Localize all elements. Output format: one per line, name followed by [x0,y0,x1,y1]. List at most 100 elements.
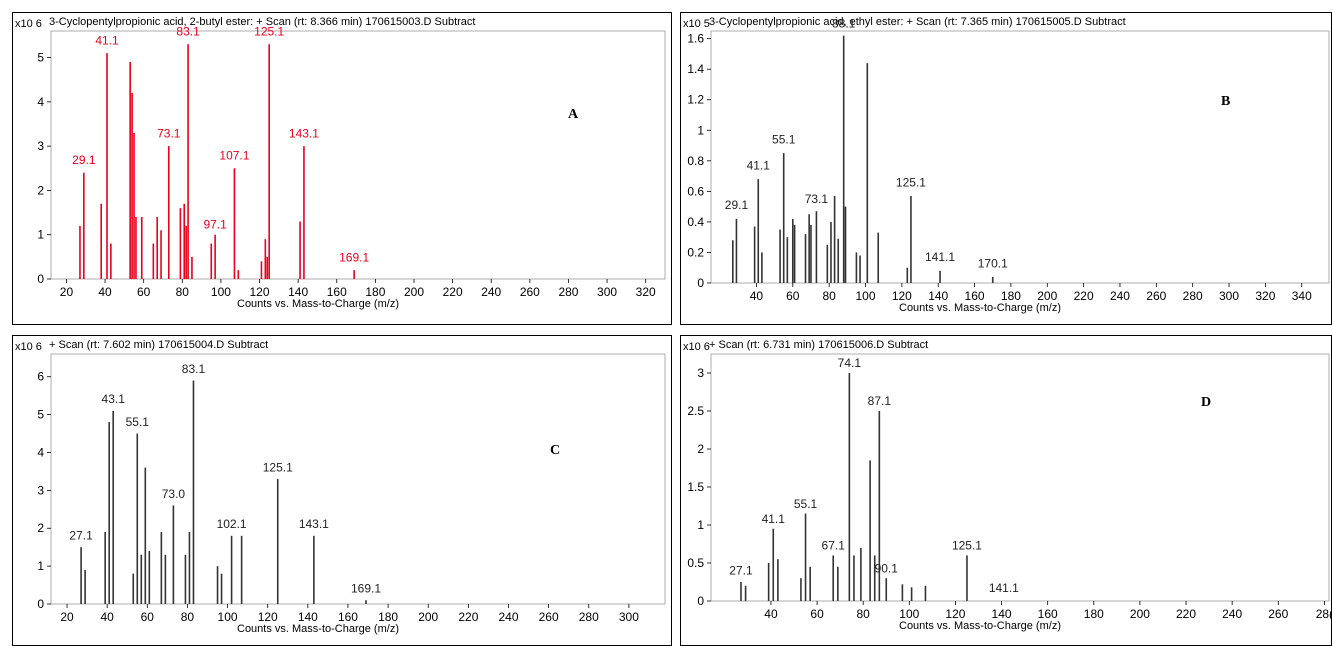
x-tick-label: 240 [498,610,518,624]
x-axis-label-b: Counts vs. Mass-to-Charge (m/z) [899,302,1061,314]
peak-label: 73.1 [805,192,829,206]
x-tick-label: 240 [1222,607,1242,621]
panel-letter-a: A [568,107,579,122]
x-tick-label: 300 [1219,289,1239,303]
x-tick-label: 80 [857,607,871,621]
mass-spectrum-chart-a: x10 6 3-Cyclopentylpropionic acid, 2-buty… [15,16,666,310]
y-tick-label: 1 [697,518,704,532]
x-tick-label: 280 [558,285,578,299]
panel-letter-c: C [550,443,560,458]
y-tick-label: 2 [37,521,44,535]
x-tick-label: 100 [899,607,919,621]
x-tick-label: 60 [810,607,824,621]
x-tick-label: 140 [288,285,308,299]
x-tick-label: 140 [298,610,318,624]
y-tick-label: 1.2 [687,93,704,107]
peak-label: 73.1 [157,127,181,141]
plot-frame-b [710,30,1330,284]
peak-label: 55.1 [794,497,818,511]
x-tick-label: 220 [1176,607,1196,621]
peak-label: 27.1 [729,564,753,578]
x-tick-label: 240 [481,285,501,299]
peak-label: 143.1 [299,517,329,531]
peak-label: 143.1 [289,127,319,141]
peak-label: 97.1 [203,217,227,231]
x-tick-label: 160 [338,610,358,624]
x-tick-label: 260 [520,285,540,299]
y-tick-label: 3 [37,139,44,153]
x-tick-label: 320 [1255,289,1275,303]
x-axis-label-c: Counts vs. Mass-to-Charge (m/z) [237,623,399,635]
x-tick-label: 220 [458,610,478,624]
x-tick-label: 200 [418,610,438,624]
chart-title-b: 3-Cyclopentylpropionic acid, ethyl ester… [709,16,1126,28]
peak-label: 125.1 [896,175,926,189]
y-tick-label: 0 [37,597,44,611]
y-tick-label: 2 [697,442,704,456]
panel-letter-d: D [1201,395,1211,410]
x-tick-label: 160 [965,289,985,303]
panel-letter-b: B [1221,94,1230,109]
x-tick-label: 40 [101,610,115,624]
y-tick-label: 4 [37,445,44,459]
mass-spectrum-chart-d: x10 6 + Scan (rt: 6.731 min) 170615006.D … [683,339,1331,632]
y-multiplier-b: x10 5 [683,18,710,30]
x-tick-label: 200 [404,285,424,299]
peak-label: 90.1 [875,561,899,575]
x-tick-label: 260 [1268,607,1288,621]
x-tick-label: 300 [619,610,639,624]
x-tick-label: 300 [597,285,617,299]
x-tick-label: 40 [764,607,778,621]
x-tick-label: 120 [258,610,278,624]
y-tick-label: 0.8 [687,154,704,168]
peak-label: 55.1 [772,133,796,147]
x-tick-label: 180 [365,285,385,299]
spectrum-panel-b: x10 5 3-Cyclopentylpropionic acid, ethyl … [680,12,1332,325]
y-tick-label: 1.5 [687,480,704,494]
peak-label: 41.1 [762,512,786,526]
y-tick-label: 2.5 [687,404,704,418]
y-tick-label: 4 [37,95,44,109]
x-tick-label: 260 [1146,289,1166,303]
y-tick-label: 0 [697,594,704,608]
peak-label: 170.1 [978,256,1008,270]
x-tick-label: 220 [1074,289,1094,303]
spectrum-panel-a: x10 6 3-Cyclopentylpropionic acid, 2-buty… [12,12,672,325]
peak-label: 125.1 [254,25,284,39]
peak-label: 125.1 [263,460,293,474]
y-tick-label: 6 [37,370,44,384]
x-tick-label: 20 [60,610,74,624]
x-tick-label: 60 [786,289,800,303]
x-tick-label: 200 [1037,289,1057,303]
x-tick-label: 280 [1183,289,1203,303]
y-tick-label: 0.2 [687,245,704,259]
x-tick-label: 160 [327,285,347,299]
y-tick-label: 5 [37,51,44,65]
peak-label: 41.1 [747,159,771,173]
x-axis-label-a: Counts vs. Mass-to-Charge (m/z) [237,298,399,310]
y-tick-label: 3 [37,483,44,497]
x-tick-label: 28( [1316,607,1331,621]
peak-label: 55.1 [126,415,150,429]
spectrum-panel-c: x10 6 + Scan (rt: 7.602 min) 170615004.D … [12,335,672,646]
peak-label: 29.1 [725,198,749,212]
x-tick-label: 160 [1038,607,1058,621]
y-tick-label: 0.4 [687,215,704,229]
y-tick-label: 0.6 [687,184,704,198]
peak-label: 107.1 [219,149,249,163]
y-tick-label: 1.6 [687,32,704,46]
x-tick-label: 100 [211,285,231,299]
x-tick-label: 280 [579,610,599,624]
peak-label: 141.1 [989,581,1019,595]
peak-label: 125.1 [952,539,982,553]
x-tick-label: 40 [750,289,764,303]
x-tick-label: 80 [176,285,190,299]
chart-title-d: + Scan (rt: 6.731 min) 170615006.D Subtr… [709,339,928,351]
x-tick-label: 80 [822,289,836,303]
y-tick-label: 1 [697,123,704,137]
x-tick-label: 120 [945,607,965,621]
x-tick-label: 320 [636,285,656,299]
y-multiplier-d: x10 6 [683,341,710,353]
peak-label: 87.1 [868,394,892,408]
peak-label: 169.1 [339,251,369,265]
